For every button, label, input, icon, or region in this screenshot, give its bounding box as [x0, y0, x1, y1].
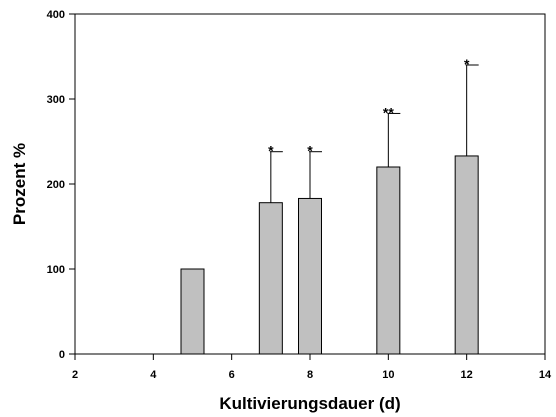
y-axis: 0 100 200 300 400 — [47, 9, 75, 361]
bar — [454, 155, 479, 355]
y-tick-label: 200 — [47, 179, 65, 191]
x-tick-label: 10 — [382, 369, 394, 381]
x-tick-label: 14 — [539, 369, 552, 381]
bars-group — [180, 155, 479, 355]
x-tick-label: 4 — [150, 369, 157, 381]
error-bars-group — [269, 64, 479, 203]
significance-marker: * — [268, 143, 274, 159]
significance-marker: * — [307, 143, 313, 159]
x-axis-title: Kultivierungsdauer (d) — [219, 394, 400, 413]
y-axis-title: Prozent % — [10, 143, 29, 225]
y-tick-label: 400 — [47, 9, 65, 21]
bar — [180, 268, 205, 355]
x-tick-label: 8 — [307, 369, 313, 381]
y-tick-label: 0 — [59, 349, 65, 361]
x-axis: 2 4 6 8 10 12 14 — [72, 354, 552, 381]
x-tick-label: 12 — [461, 369, 473, 381]
significance-marker: ** — [383, 104, 394, 120]
bar — [298, 197, 322, 355]
y-tick-label: 100 — [47, 264, 65, 276]
x-tick-label: 2 — [72, 369, 78, 381]
y-tick-label: 300 — [47, 94, 65, 106]
significance-marker: * — [464, 56, 470, 72]
bar — [376, 166, 401, 355]
x-tick-label: 6 — [229, 369, 235, 381]
significance-group: * **** — [268, 56, 470, 159]
bar — [258, 202, 283, 355]
